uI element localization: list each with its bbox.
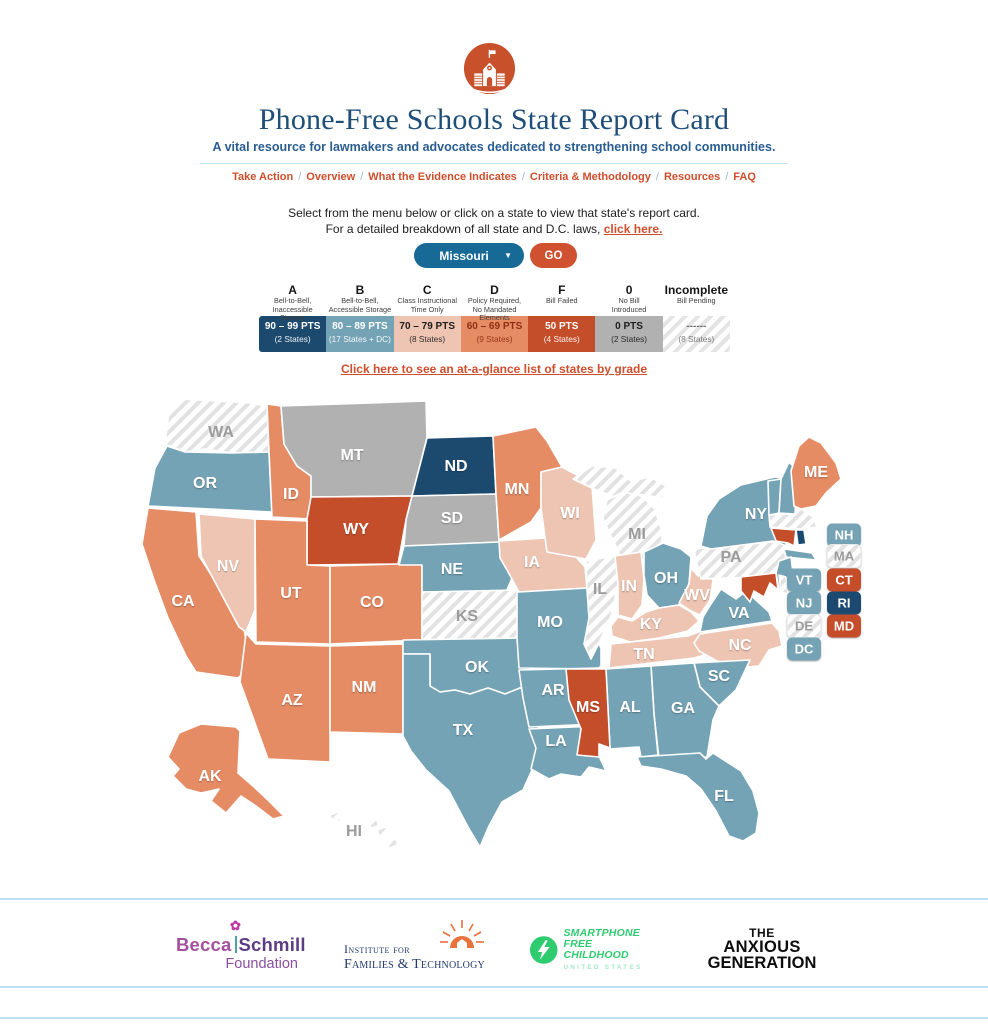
page-title: Phone-Free Schools State Report Card bbox=[258, 103, 730, 136]
nav-separator: / bbox=[298, 171, 302, 183]
go-button[interactable]: GO bbox=[530, 243, 577, 268]
state-DE[interactable] bbox=[778, 574, 789, 595]
smartphone-free-childhood-logo[interactable]: SMARTPHONE FREE CHILDHOOD UNITED STATES bbox=[529, 927, 659, 971]
state-NC[interactable] bbox=[693, 622, 783, 669]
state-FL[interactable] bbox=[636, 752, 760, 842]
detailed-breakdown-link[interactable]: click here. bbox=[603, 222, 663, 236]
state-RI[interactable] bbox=[795, 529, 807, 546]
state-badge-NH[interactable] bbox=[827, 523, 861, 547]
intro-line-2: For a detailed breakdown of all state an… bbox=[325, 222, 663, 236]
nav-link-what-the-evidence-indicates[interactable]: What the Evidence Indicates bbox=[368, 171, 517, 183]
header-divider bbox=[200, 163, 788, 164]
state-KY[interactable] bbox=[610, 604, 700, 643]
nav-link-resources[interactable]: Resources bbox=[663, 171, 721, 183]
state-HI[interactable] bbox=[367, 817, 380, 829]
nav-link-faq[interactable]: FAQ bbox=[733, 171, 756, 183]
state-ME[interactable] bbox=[790, 436, 842, 510]
state-IN[interactable] bbox=[614, 551, 645, 620]
flower-icon: ✿ bbox=[230, 918, 242, 933]
chevron-down-icon: ▼ bbox=[504, 251, 512, 260]
state-badge-MA[interactable] bbox=[826, 544, 862, 568]
intro-text: Select from the menu below or click on a… bbox=[0, 205, 988, 237]
sunrise-icon bbox=[440, 920, 484, 948]
state-KS[interactable] bbox=[421, 589, 518, 641]
state-CT[interactable] bbox=[770, 527, 797, 547]
state-badge-VT[interactable] bbox=[787, 568, 821, 592]
legend-link-row: Click here to see an at-a-glance list of… bbox=[0, 360, 988, 378]
state-badge-RI[interactable] bbox=[827, 591, 861, 615]
state-CO[interactable] bbox=[329, 563, 423, 645]
legend-column-zero: 0 No Bill Introduced 0 PTS (2 States) bbox=[595, 283, 663, 352]
legend-column-f: F Bill Failed 50 PTS (4 States) bbox=[528, 283, 596, 352]
nav-link-take-action[interactable]: Take Action bbox=[232, 171, 294, 183]
state-badge-NJ[interactable] bbox=[787, 591, 821, 615]
state-badge-CT[interactable] bbox=[827, 568, 861, 592]
legend-column-d: D Policy Required, No Mandated Elements 60 … bbox=[460, 283, 529, 352]
us-choropleth-map: WA OR CA NV ID MT WY UT CO AZ NM ND SD NE KS OK TX MN IA MO… bbox=[138, 392, 865, 860]
state-HI[interactable] bbox=[385, 836, 399, 849]
state-WA[interactable] bbox=[164, 398, 270, 454]
schoolhouse-logo-icon bbox=[463, 42, 516, 95]
state-select-dropdown[interactable]: Missouri ▼ bbox=[414, 243, 524, 268]
trunk-divider bbox=[234, 936, 237, 953]
state-label-HI: HI bbox=[346, 823, 362, 840]
nav-link-criteria-methodology[interactable]: Criteria & Methodology bbox=[529, 171, 651, 183]
state-HI[interactable] bbox=[329, 811, 342, 824]
state-WI[interactable] bbox=[540, 466, 597, 560]
state-MD[interactable] bbox=[740, 572, 779, 603]
state-OR[interactable] bbox=[147, 445, 273, 513]
state-badge-MD[interactable] bbox=[827, 614, 861, 638]
state-MS[interactable] bbox=[565, 668, 611, 758]
state-SD[interactable] bbox=[403, 493, 500, 547]
anxious-generation-logo[interactable]: THE ANXIOUS GENERATION bbox=[707, 926, 817, 972]
footer-divider-bottom bbox=[0, 986, 988, 988]
page-subtitle: A vital resource for lawmakers and advoc… bbox=[212, 140, 776, 154]
nav-link-overview[interactable]: Overview bbox=[306, 171, 356, 183]
nav-separator: / bbox=[655, 171, 659, 183]
state-NM[interactable] bbox=[329, 643, 404, 735]
nav-separator: / bbox=[725, 171, 729, 183]
state-AZ[interactable] bbox=[239, 632, 331, 763]
page-bottom-divider bbox=[0, 1017, 988, 1019]
institute-families-technology-logo[interactable]: Institute for Families & Technology bbox=[344, 920, 492, 972]
lightning-bolt-icon bbox=[529, 936, 558, 964]
state-MI[interactable] bbox=[572, 465, 669, 499]
state-badge-DE[interactable] bbox=[786, 614, 822, 638]
intro-line-1: Select from the menu below or click on a… bbox=[288, 206, 700, 220]
becca-schmill-foundation-logo[interactable]: ✿ Becca Schmill Foundation bbox=[176, 918, 306, 972]
us-map-svg: WAORCANVIDMTWYUTCOAZNMNDSDNEKSOKTXMNIAMO… bbox=[141, 398, 862, 849]
state-AL[interactable] bbox=[605, 665, 659, 758]
main-nav: Take Action / Overview / What the Evidence I… bbox=[0, 171, 988, 183]
state-WY[interactable] bbox=[306, 495, 413, 566]
state-AK[interactable] bbox=[167, 723, 285, 820]
states-by-grade-link[interactable]: Click here to see an at-a-glance list of… bbox=[340, 362, 648, 376]
legend-column-b: B Bell-to-Bell, Accessible Storage 80 – 89 … bbox=[326, 283, 394, 352]
state-select-value: Missouri bbox=[439, 248, 489, 263]
legend-column-a: A Bell-to-Bell, Inaccessible Storage 90 – 9… bbox=[259, 283, 327, 352]
nav-separator: / bbox=[360, 171, 364, 183]
footer-divider-top bbox=[0, 898, 988, 900]
state-ND[interactable] bbox=[411, 435, 497, 497]
state-MA[interactable] bbox=[768, 508, 818, 530]
state-NY[interactable] bbox=[783, 548, 817, 561]
legend-column-inc: Incomplete Bill Pending ------ (8 States) bbox=[662, 283, 730, 352]
state-HI[interactable] bbox=[376, 826, 390, 839]
state-CA[interactable] bbox=[141, 507, 252, 679]
state-badge-DC[interactable] bbox=[787, 637, 821, 661]
nav-separator: / bbox=[521, 171, 525, 183]
grade-legend: A Bell-to-Bell, Inaccessible Storage 90 – 9… bbox=[259, 283, 730, 352]
legend-column-c: C Class Instructional Time Only 70 – 79 PTS… bbox=[393, 283, 461, 352]
